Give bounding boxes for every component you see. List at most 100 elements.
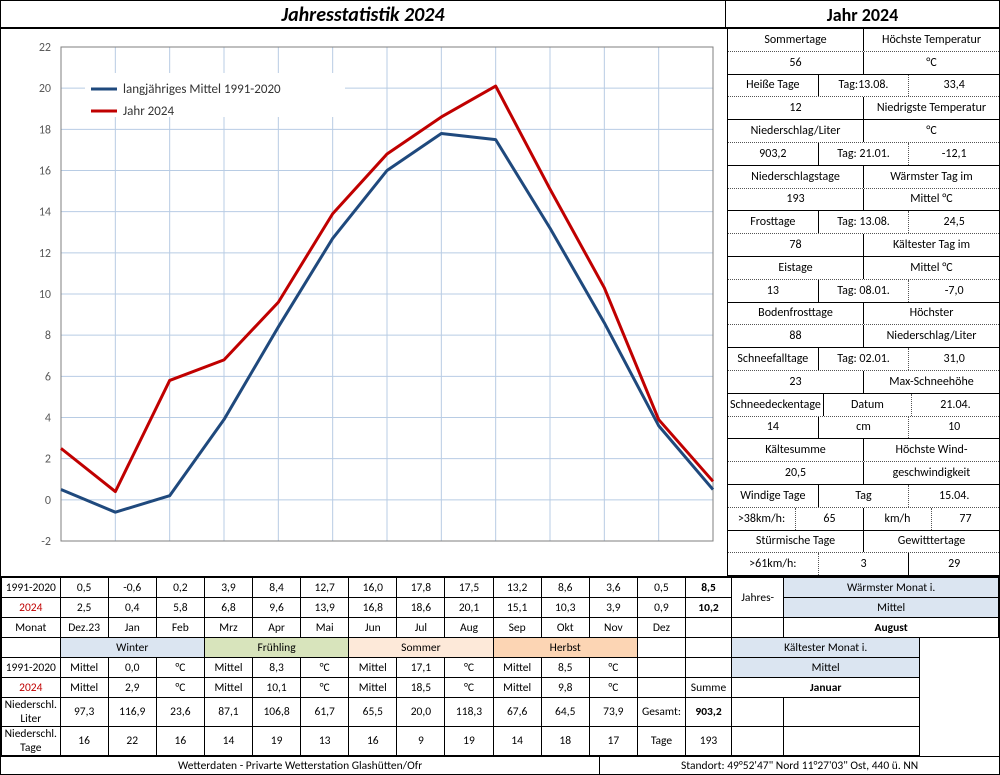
stats-row: EistageMittel °C — [728, 257, 999, 280]
svg-text:8: 8 — [45, 329, 51, 343]
table-cell: Okt — [541, 618, 589, 638]
table-cell: Wärmster Monat i. — [784, 578, 999, 598]
table-cell: 903,2 — [686, 698, 732, 727]
stats-cell: 31,0 — [909, 348, 999, 370]
stats-cell: 20,5 — [728, 462, 864, 484]
table-cell: 9 — [397, 727, 445, 756]
stats-row: >61km/h:329 — [728, 553, 999, 576]
svg-text:2: 2 — [45, 453, 51, 467]
stats-row: 193Mittel °C — [728, 189, 999, 212]
page: Jahresstatistik 2024 Jahr 2024 -20246810… — [0, 0, 1000, 775]
table-cell: Mittel — [349, 678, 397, 698]
row-label-precip-d: Niederschl. Tage — [2, 727, 61, 756]
stats-cell: 12 — [728, 97, 864, 119]
stats-cell: Max-Schneehöhe — [864, 371, 999, 393]
table-cell: Mittel — [493, 658, 541, 678]
table-cell: Mittel — [60, 658, 108, 678]
table-cell: Mittel — [349, 658, 397, 678]
stats-row: Stürmische TageGewitttertage — [728, 531, 999, 554]
data-table: 1991-20200,5-0,60,23,98,412,716,017,817,… — [1, 577, 999, 756]
table-cell: 9,8 — [541, 678, 589, 698]
table-cell: Jan — [108, 618, 156, 638]
svg-text:16: 16 — [39, 165, 51, 179]
table-cell — [637, 638, 685, 658]
table-cell: 6,8 — [204, 598, 252, 618]
mid-row: -20246810121416182022langjähriges Mittel… — [1, 29, 999, 576]
stats-row: 56°C — [728, 52, 999, 75]
row-label-1991: 1991-2020 — [2, 578, 61, 598]
stats-cell: Niederschlag/Liter — [728, 120, 864, 142]
table-cell: 0,2 — [156, 578, 204, 598]
table-cell: °C — [301, 658, 349, 678]
table-cell: 64,5 — [541, 698, 589, 727]
table-cell: °C — [589, 678, 637, 698]
table-cell: Tage — [637, 727, 685, 756]
table-cell — [2, 638, 61, 658]
stats-cell: 56 — [728, 52, 864, 74]
svg-text:4: 4 — [45, 412, 51, 426]
stats-cell: Tag: 02.01. — [819, 348, 910, 370]
stats-row: 23Max-Schneehöhe — [728, 371, 999, 394]
table-cell: Mittel — [204, 658, 252, 678]
stats-cell: 33,4 — [909, 75, 999, 97]
stats-cell: Niederschlagstage — [728, 166, 864, 188]
table-cell — [686, 638, 732, 658]
svg-text:langjähriges Mittel 1991-2020: langjähriges Mittel 1991-2020 — [123, 82, 281, 97]
stats-cell: 24,5 — [909, 211, 999, 233]
svg-text:Jahr 2024: Jahr 2024 — [123, 104, 174, 119]
svg-text:-2: -2 — [41, 535, 51, 549]
table-cell: Aug — [445, 618, 493, 638]
table-cell: 17,1 — [397, 658, 445, 678]
header-row: Jahresstatistik 2024 Jahr 2024 — [1, 1, 999, 29]
stats-cell: >38km/h: — [728, 508, 796, 530]
stats-cell: Schneefalltage — [728, 348, 819, 370]
stats-cell: 21.04. — [912, 394, 999, 416]
stats-row: 13Tag: 08.01.-7,0 — [728, 280, 999, 303]
stats-row: KältesummeHöchste Wind- — [728, 439, 999, 462]
svg-text:6: 6 — [45, 370, 51, 384]
table-cell: Kältester Monat i. — [732, 638, 920, 658]
row-label-precip-l: Niederschl. Liter — [2, 698, 61, 727]
stats-cell: Bodenfrosttage — [728, 303, 864, 325]
table-cell: Mai — [301, 618, 349, 638]
table-cell: 67,6 — [493, 698, 541, 727]
stats-cell: 193 — [728, 189, 864, 211]
stats-cell: Eistage — [728, 257, 864, 279]
table-cell: 19 — [253, 727, 301, 756]
row-label-2024: 2024 — [2, 598, 61, 618]
table-cell: 3,6 — [589, 578, 637, 598]
table-cell: Apr — [253, 618, 301, 638]
stats-row: Heiße TageTag:13.08.33,4 — [728, 75, 999, 98]
table-cell — [784, 698, 920, 727]
table-cell: °C — [589, 658, 637, 678]
stats-cell: 903,2 — [728, 143, 819, 165]
table-cell: 8,5 — [686, 578, 732, 598]
table-cell: 3,9 — [204, 578, 252, 598]
table-cell: 2,9 — [108, 678, 156, 698]
table-cell — [686, 618, 732, 638]
table-cell: Mittel — [493, 678, 541, 698]
table-cell: 0,4 — [108, 598, 156, 618]
stats-cell: Tag:13.08. — [819, 75, 910, 97]
stats-cell: Tag: 08.01. — [819, 280, 910, 302]
svg-text:18: 18 — [39, 123, 51, 137]
table-cell: Sommer — [349, 638, 493, 658]
svg-text:20: 20 — [39, 82, 51, 96]
table-cell: 10,2 — [686, 598, 732, 618]
temperature-chart: -20246810121416182022langjähriges Mittel… — [1, 29, 728, 569]
stats-cell: Wärmster Tag im — [864, 166, 999, 188]
stats-row: NiederschlagstageWärmster Tag im — [728, 166, 999, 189]
svg-text:12: 12 — [39, 247, 51, 261]
stats-cell: °C — [864, 120, 999, 142]
table-cell: 20,0 — [397, 698, 445, 727]
stats-row: 903,2Tag: 21.01.-12,1 — [728, 143, 999, 166]
table-cell: Dez — [637, 618, 685, 638]
stats-cell: 65 — [796, 508, 864, 530]
stats-cell: Frosttage — [728, 211, 819, 233]
stats-cell: 3 — [819, 553, 910, 575]
stats-row: 88Niederschlag/Liter — [728, 325, 999, 348]
stats-cell: 77 — [932, 508, 999, 530]
stats-row: Niederschlag/Liter°C — [728, 120, 999, 143]
table-cell: 22 — [108, 727, 156, 756]
stats-cell: -7,0 — [909, 280, 999, 302]
